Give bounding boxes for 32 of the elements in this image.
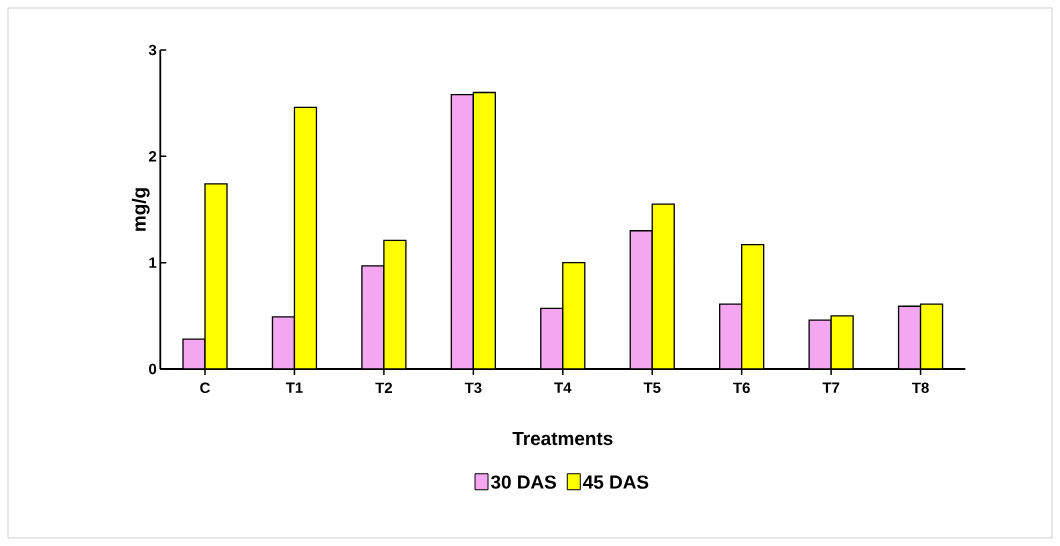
legend-label: 45 DAS — [583, 475, 649, 489]
y-tick-label: 3 — [148, 44, 157, 56]
x-tick-label: T5 — [643, 382, 661, 393]
bar — [719, 303, 743, 369]
x-tick-label: T6 — [733, 382, 750, 394]
y-axis-title: mg/g — [131, 188, 150, 231]
x-axis-title: Treatments — [512, 431, 613, 446]
x-tick-label: T8 — [912, 382, 929, 394]
bar — [293, 106, 318, 369]
y-tick-label: 1 — [149, 257, 157, 268]
legend-label: 30 DAS — [490, 475, 557, 489]
bar — [450, 94, 474, 369]
bar — [651, 203, 675, 369]
bar — [919, 303, 944, 369]
bar — [562, 262, 586, 369]
x-tick-label: T2 — [375, 382, 393, 393]
bar — [629, 230, 653, 369]
x-tick-label: T3 — [464, 382, 482, 394]
bar — [361, 265, 385, 369]
bar — [741, 243, 765, 369]
y-tick-label: 2 — [148, 151, 157, 162]
bar — [204, 183, 228, 369]
x-tick-label: T7 — [822, 382, 840, 393]
bar — [540, 307, 564, 369]
bar — [897, 305, 922, 369]
bar — [271, 316, 296, 369]
x-tick-label: T4 — [554, 382, 572, 393]
y-tick-label: 0 — [149, 363, 157, 375]
x-tick-label: T1 — [285, 382, 303, 393]
bar — [383, 239, 407, 369]
bar — [472, 91, 496, 369]
x-tick-label: C — [200, 382, 210, 394]
